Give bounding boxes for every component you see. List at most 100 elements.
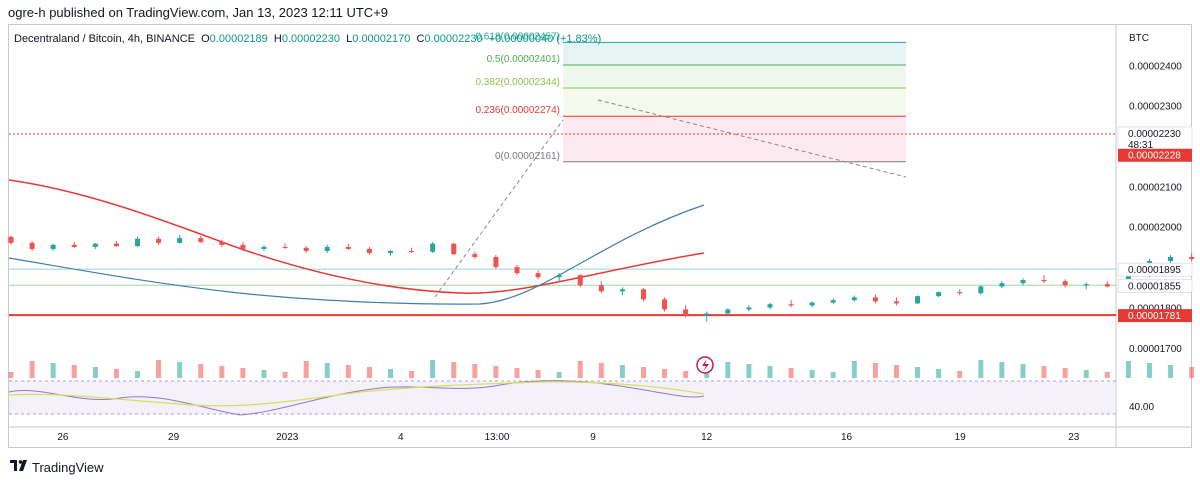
candle-body bbox=[1104, 284, 1110, 287]
countdown-label: 48:31 bbox=[1128, 140, 1153, 151]
volume-bar bbox=[556, 372, 562, 378]
candle-body bbox=[999, 283, 1005, 287]
volume-bar bbox=[1062, 368, 1068, 378]
open-key: O bbox=[201, 33, 210, 45]
candle-body bbox=[851, 297, 857, 301]
candle-body bbox=[303, 247, 309, 251]
y-tick-label: 0.00002000 bbox=[1129, 223, 1182, 234]
volume-bar bbox=[915, 367, 921, 378]
x-tick-label: 26 bbox=[57, 432, 69, 443]
candle-body bbox=[430, 243, 436, 252]
volume-bar bbox=[725, 362, 731, 378]
currency-label: BTC bbox=[1129, 33, 1149, 44]
y-tick-label: 0.00002300 bbox=[1129, 102, 1182, 113]
volume-bar bbox=[893, 365, 899, 378]
volume-bar bbox=[472, 364, 478, 378]
candle-body bbox=[936, 292, 942, 297]
price-label: 0.00001895 bbox=[1128, 265, 1181, 276]
candle-body bbox=[198, 238, 204, 243]
rsi-tick-label: 40.00 bbox=[1129, 402, 1154, 413]
price-label: 0.00002228 bbox=[1128, 151, 1181, 162]
candle-body bbox=[345, 246, 351, 249]
volume-bar bbox=[640, 367, 646, 378]
volume-bar bbox=[514, 368, 520, 378]
volume-bar bbox=[830, 372, 836, 378]
y-tick-label: 0.00001800 bbox=[1129, 303, 1182, 314]
volume-bar bbox=[113, 369, 119, 378]
low-key: L bbox=[346, 33, 353, 45]
x-tick-label: 4 bbox=[398, 432, 404, 443]
candle-body bbox=[619, 289, 625, 292]
volume-bar bbox=[177, 362, 183, 378]
volume-bar bbox=[50, 363, 56, 378]
candle-body bbox=[1168, 257, 1174, 262]
candle-body bbox=[535, 273, 541, 278]
volume-bar bbox=[978, 360, 984, 378]
x-tick-label: 23 bbox=[1068, 432, 1080, 443]
candle-body bbox=[598, 285, 604, 292]
candle-body bbox=[1189, 257, 1195, 260]
candle-body bbox=[366, 248, 372, 253]
volume-bar bbox=[1041, 366, 1047, 378]
volume-bar bbox=[1168, 365, 1174, 378]
change-value: +0.00000040 (+1.83%) bbox=[488, 33, 602, 45]
volume-bar bbox=[71, 365, 77, 378]
candle-body bbox=[240, 244, 246, 249]
symbol-legend: Decentraland / Bitcoin, 4h, BINANCE O0.0… bbox=[14, 33, 601, 45]
candle-body bbox=[472, 254, 478, 258]
volume-bar bbox=[366, 367, 372, 378]
price-label: 0.00001781 bbox=[1128, 311, 1181, 322]
short-moving-average bbox=[8, 204, 705, 305]
candle-body bbox=[493, 257, 499, 268]
volume-bar bbox=[156, 360, 162, 378]
x-tick-label: 19 bbox=[955, 432, 967, 443]
candle-body bbox=[683, 309, 689, 316]
fib-level-label: 0.236(0.00002274) bbox=[475, 105, 560, 116]
candle-body bbox=[915, 296, 921, 304]
y-tick-label: 0.00002400 bbox=[1129, 61, 1182, 72]
volume-bar bbox=[1083, 370, 1089, 378]
volume-bar bbox=[851, 361, 857, 378]
volume-bar bbox=[1104, 372, 1110, 378]
candle-body bbox=[830, 300, 836, 303]
close-key: C bbox=[416, 33, 425, 45]
volume-bar bbox=[1189, 367, 1195, 378]
fib-level-label: 0.382(0.00002344) bbox=[475, 77, 560, 88]
volume-bar bbox=[451, 362, 457, 378]
candle-body bbox=[725, 309, 731, 314]
high-key: H bbox=[273, 33, 282, 45]
lightning-bolt-icon bbox=[702, 359, 709, 372]
fib-zone bbox=[563, 42, 906, 65]
volume-bar bbox=[219, 366, 225, 378]
volume-bar bbox=[683, 371, 689, 378]
candle-body bbox=[261, 246, 267, 249]
candle-body bbox=[767, 304, 773, 308]
candle-body bbox=[113, 243, 119, 247]
fib-zone bbox=[563, 64, 906, 88]
volume-bar bbox=[598, 363, 604, 378]
fib-level-label: 0(0.00002161) bbox=[495, 151, 560, 162]
trend-line bbox=[434, 119, 564, 298]
volume-bar bbox=[345, 365, 351, 378]
price-label-box bbox=[1117, 279, 1193, 293]
volume-bar bbox=[387, 369, 393, 378]
volume-bar bbox=[619, 365, 625, 378]
fib-level-label: 0.618(0.00002457) bbox=[475, 31, 560, 42]
volume-bar bbox=[134, 371, 140, 378]
chart-frame[interactable] bbox=[8, 24, 1192, 448]
volume-bar bbox=[92, 367, 98, 378]
candle-body bbox=[556, 275, 562, 278]
close-value: 0.00002230 bbox=[424, 33, 483, 45]
volume-bar bbox=[957, 371, 963, 378]
volume-bar bbox=[430, 360, 436, 378]
y-tick-label: 0.00001700 bbox=[1129, 344, 1182, 355]
candle-body bbox=[29, 242, 35, 249]
candle-body bbox=[92, 243, 98, 247]
price-label: 0.00002230 bbox=[1128, 129, 1181, 140]
header: ogre-h published on TradingView.com, Jan… bbox=[0, 0, 1200, 24]
candle-body bbox=[324, 246, 330, 251]
volume-bar bbox=[577, 361, 583, 378]
volume-bar bbox=[809, 370, 815, 378]
candle-body bbox=[282, 246, 288, 248]
